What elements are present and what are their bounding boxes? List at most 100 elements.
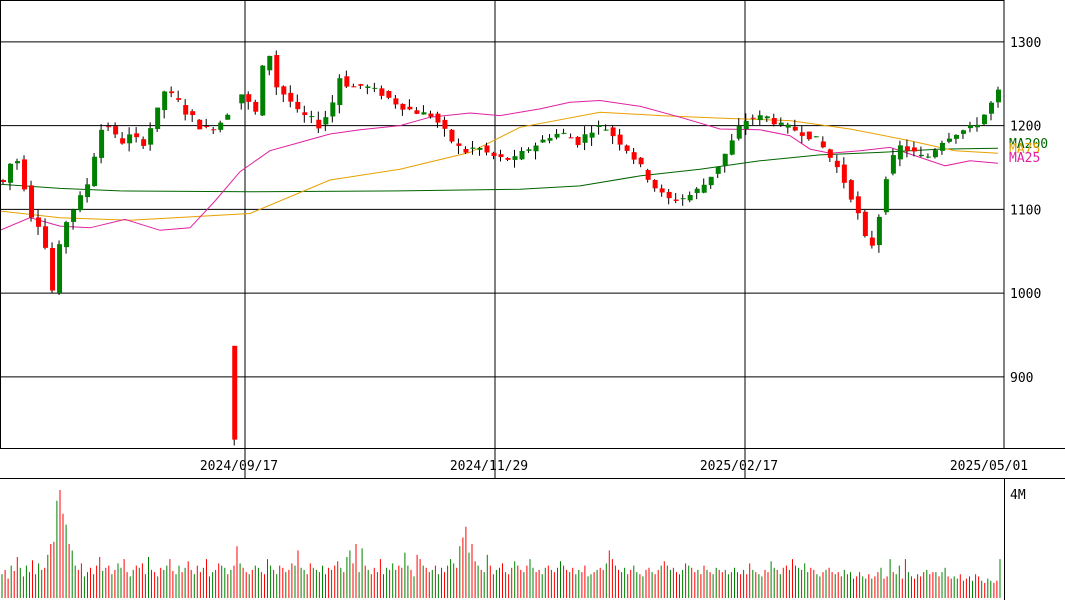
candle-body — [785, 124, 791, 128]
candle-body — [302, 112, 308, 116]
candle-body — [330, 102, 336, 117]
candle-body — [449, 129, 455, 142]
candle-body — [939, 142, 945, 151]
candle-body — [708, 176, 714, 186]
date-tick-label: 2024/09/17 — [200, 459, 278, 474]
candle-body — [246, 94, 252, 102]
candle-body — [638, 157, 644, 165]
candle-body — [393, 98, 399, 105]
candle-body — [547, 138, 553, 141]
candle-body — [988, 102, 994, 114]
candle-body — [323, 117, 329, 125]
candle-body — [85, 184, 91, 198]
candle-body — [92, 156, 98, 187]
candle-body — [232, 345, 238, 440]
candle-body — [750, 117, 756, 119]
candle-body — [729, 140, 735, 155]
candle-body — [743, 120, 749, 130]
date-tick-label: 2025/05/01 — [950, 459, 1028, 474]
candle-body — [379, 88, 385, 96]
candle-body — [106, 126, 112, 128]
candle-body — [526, 149, 532, 151]
candle-body — [50, 248, 56, 291]
candle-body — [120, 138, 126, 144]
candle-body — [701, 184, 707, 193]
candle-body — [820, 141, 826, 148]
price-tick-label: 1000 — [1010, 287, 1041, 302]
candle-body — [155, 107, 161, 129]
candle-body — [680, 198, 686, 200]
candle-body — [22, 159, 28, 190]
candle-body — [435, 113, 441, 123]
candle-body — [834, 160, 840, 168]
candle-body — [351, 86, 357, 88]
candle-body — [477, 147, 483, 150]
candle-body — [470, 147, 476, 149]
candle-body — [904, 146, 910, 152]
candle-body — [281, 86, 287, 95]
candle-body — [645, 170, 651, 180]
candle-body — [400, 103, 406, 110]
candle-body — [176, 98, 182, 100]
candle-body — [967, 125, 973, 129]
candle-body — [603, 129, 609, 131]
candle-body — [673, 199, 679, 201]
candle-body — [519, 150, 525, 160]
candle-body — [911, 147, 917, 152]
candle-body — [596, 125, 602, 128]
candle-body — [722, 153, 728, 167]
candle-body — [204, 125, 210, 128]
candle-body — [505, 157, 511, 160]
date-tick-label: 2025/02/17 — [700, 459, 778, 474]
candle-body — [442, 119, 448, 129]
volume-gridlines — [244, 448, 746, 478]
candle-body — [554, 133, 560, 138]
price-tick-label: 900 — [1010, 371, 1033, 386]
candle-body — [197, 119, 203, 130]
candle-body — [617, 134, 623, 145]
candle-body — [456, 143, 462, 146]
legend-ma75: MA75 — [1009, 142, 1040, 157]
candle-body — [764, 116, 770, 119]
price-panel-frame — [0, 0, 1005, 449]
candle-body — [316, 119, 322, 129]
candle-body — [932, 150, 938, 158]
candle-body — [813, 136, 819, 138]
candle-body — [78, 195, 84, 211]
candle-body — [687, 194, 693, 201]
candle-body — [407, 106, 413, 110]
ma-line-ma25 — [0, 99, 999, 231]
legend-ma25: MA25 — [1009, 151, 1040, 166]
candle-body — [372, 87, 378, 89]
candle-body — [953, 135, 959, 139]
candle-body — [631, 152, 637, 160]
candle-body — [183, 105, 189, 115]
candle-body — [484, 145, 490, 153]
candle-body — [996, 89, 1001, 103]
candle-body — [799, 132, 805, 136]
candle-body — [946, 138, 952, 142]
candle-body — [1, 180, 6, 183]
candle-body — [589, 132, 595, 138]
candle-body — [127, 134, 133, 144]
candle-body — [862, 211, 868, 237]
price-gridlines — [0, 0, 1004, 448]
candle-body — [358, 84, 364, 86]
price-tick-label: 1100 — [1010, 203, 1041, 218]
candle-body — [218, 122, 224, 130]
candle-body — [610, 127, 616, 137]
ma-line-ma200 — [0, 147, 999, 193]
candle-body — [540, 139, 546, 143]
candle-body — [981, 114, 987, 125]
legend-ma200: MA200 — [1009, 137, 1048, 152]
candle-body — [561, 132, 567, 134]
candle-body — [162, 91, 168, 111]
candle-body — [512, 156, 518, 160]
candle-body — [190, 111, 196, 116]
candle-body — [974, 124, 980, 128]
candle-body — [652, 180, 658, 189]
candle-body — [225, 114, 231, 120]
candle-body — [113, 126, 119, 135]
candle-body — [365, 86, 371, 88]
